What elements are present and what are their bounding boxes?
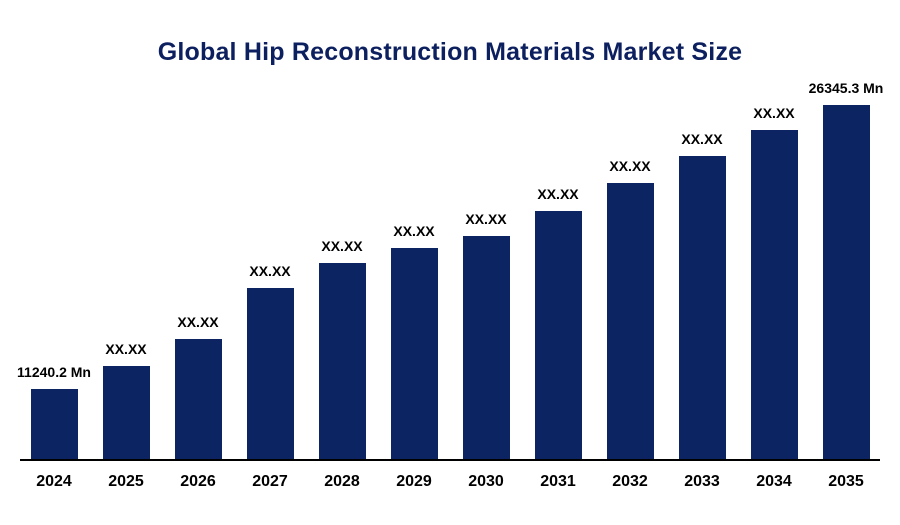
x-axis-tick-label: 2025 [108,473,144,490]
bar-value-label: XX.XX [177,314,219,330]
x-axis-tick-label: 2026 [180,473,216,490]
bar-chart: 11240.2 Mn XX.XX XX.XX XX.XX XX.XX XX.XX XX.XX… [17,67,883,491]
bar [390,248,438,459]
bar-column-2030: XX.XX [454,211,518,459]
bar [678,156,726,459]
bar [462,236,510,459]
chart-title: Global Hip Reconstruction Materials Mark… [157,38,743,66]
bar-value-label: XX.XX [753,105,795,121]
bar-value-label: XX.XX [321,238,363,254]
x-axis-labels: 2024 2025 2026 2027 2028 2029 2030 2031 2032 2033… [20,473,880,491]
bar [606,183,654,459]
x-axis-tick-label: 2027 [252,473,288,490]
bar-column-2033: XX.XX [670,131,734,459]
bar [30,389,78,459]
bar-value-label: 11240.2 Mn [17,364,91,380]
x-axis-tick-label: 2029 [396,473,432,490]
bar-column-2034: XX.XX [742,105,806,459]
x-axis-tick-label: 2034 [756,473,792,490]
bar [174,339,222,459]
bar [246,288,294,459]
bar-value-label: XX.XX [105,341,147,357]
bar-value-label: XX.XX [465,211,507,227]
bar-value-label: XX.XX [609,158,651,174]
bar [822,105,870,459]
x-axis-tick-label: 2024 [36,473,72,490]
bars-row: 11240.2 Mn XX.XX XX.XX XX.XX XX.XX XX.XX XX.XX… [17,67,883,459]
bar-value-label: XX.XX [393,223,435,239]
bar-column-2029: XX.XX [382,223,446,459]
bar-column-2028: XX.XX [310,238,374,459]
x-axis-tick-label: 2033 [684,473,720,490]
bar [102,366,150,459]
bar-column-2035: 26345.3 Mn [809,80,883,459]
bar-value-label: XX.XX [681,131,723,147]
bar-value-label: XX.XX [537,186,579,202]
bar-column-2025: XX.XX [94,341,158,459]
bar-column-2024: 11240.2 Mn [17,364,91,459]
bar-column-2032: XX.XX [598,158,662,459]
x-axis-tick-label: 2028 [324,473,360,490]
x-axis-tick-label: 2030 [468,473,504,490]
bar-column-2026: XX.XX [166,314,230,459]
x-axis-tick-label: 2035 [828,473,864,490]
x-axis-line [20,459,880,461]
bar [750,130,798,459]
bar [534,211,582,459]
bar-value-label: 26345.3 Mn [808,80,884,96]
bar-value-label: XX.XX [249,263,291,279]
bar-column-2031: XX.XX [526,186,590,459]
x-axis-tick-label: 2032 [612,473,648,490]
x-axis-tick-label: 2031 [540,473,576,490]
bar [318,263,366,459]
bar-column-2027: XX.XX [238,263,302,459]
